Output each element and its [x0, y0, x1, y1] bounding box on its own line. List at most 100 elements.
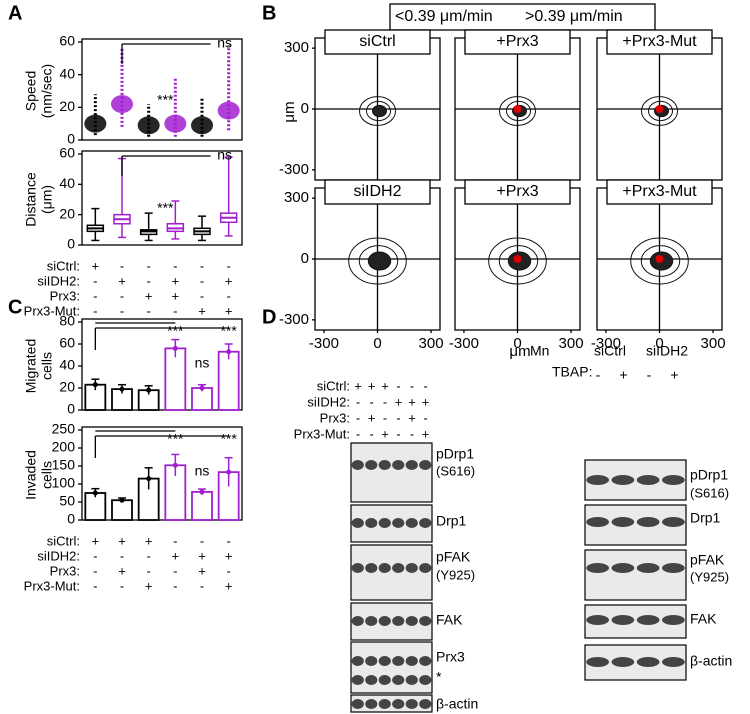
condition-sign: - [93, 273, 97, 288]
blot-band [586, 517, 609, 527]
subplot-title: siIDH2 [353, 183, 401, 200]
condition-label: siIDH2: [37, 273, 80, 288]
blot-band [419, 460, 432, 470]
plot-frame [81, 426, 243, 521]
panel-label: C [8, 296, 22, 318]
panel-label: A [8, 2, 22, 24]
blot-band [405, 518, 418, 528]
x-tick-label: -300 [449, 335, 479, 352]
legend-entry: >0.39 μm/min [525, 8, 623, 25]
condition-sign: - [369, 426, 373, 441]
condition-sign: - [596, 367, 601, 383]
condition-label: siCtrl: [47, 258, 80, 273]
condition-sign: - [173, 533, 177, 548]
condition-sign: + [198, 548, 206, 563]
condition-sign: - [410, 426, 414, 441]
subplot-title: +Prx3 [496, 33, 538, 50]
subplot-title-box [324, 29, 431, 55]
x-tick-label: 0 [513, 335, 521, 352]
data-cloud [137, 116, 160, 135]
mean-dot [199, 385, 205, 391]
subplot-title: siCtrl [359, 33, 395, 50]
track-cluster [641, 96, 678, 126]
blot-band [662, 517, 685, 527]
condition-sign: + [368, 378, 376, 393]
data-cloud [191, 116, 213, 135]
blot-band [351, 518, 364, 528]
condition-sign: + [225, 303, 233, 318]
legend-box [389, 3, 656, 31]
blot-band [405, 699, 418, 709]
blot-label: (Y925) [690, 569, 729, 584]
blot-band [351, 563, 364, 573]
y-tick-label: 0 [67, 236, 75, 252]
bar [217, 350, 240, 411]
x-tick-label: 300 [419, 335, 444, 352]
blot-strip [350, 442, 433, 503]
condition-sign: + [172, 273, 180, 288]
condition-sign: + [422, 394, 430, 409]
blot-band [392, 699, 405, 709]
condition-sign: + [118, 273, 126, 288]
blot-band [586, 475, 609, 485]
group-label: siIDH2 [646, 343, 688, 359]
blot-band [662, 475, 685, 485]
plot-frame [81, 150, 243, 246]
data-cloud [217, 101, 240, 120]
blot-band [405, 563, 418, 573]
x-tick-label: -300 [309, 335, 339, 352]
track-cluster [499, 96, 536, 126]
blot-band [378, 563, 391, 573]
condition-sign: - [396, 426, 400, 441]
condition-sign: - [173, 563, 177, 578]
blot-label: FAK [690, 611, 717, 627]
condition-label: siIDH2: [37, 548, 80, 563]
blot-band [636, 517, 660, 527]
y-tick-label: 60 [59, 145, 75, 161]
condition-label: siCtrl: [317, 378, 350, 393]
condition-sign: + [118, 533, 126, 548]
mean-dot [146, 387, 152, 393]
condition-sign: - [383, 394, 387, 409]
condition-sign: - [200, 258, 204, 273]
condition-sign: - [146, 273, 150, 288]
track-cluster [488, 237, 547, 285]
condition-sign: + [92, 258, 100, 273]
blot-band [586, 563, 609, 573]
y-axis-label: Speed [23, 71, 39, 111]
condition-sign: - [356, 394, 360, 409]
condition-sign: + [145, 288, 153, 303]
y-tick-label: 60 [59, 335, 75, 351]
condition-sign: - [226, 563, 230, 578]
condition-sign: - [146, 303, 150, 318]
blot-label: pDrp1 [690, 467, 728, 483]
mean-dot [119, 497, 125, 503]
bar [191, 491, 213, 521]
slow-tracks [513, 105, 522, 113]
condition-sign: + [670, 367, 678, 383]
blot-label: (S616) [690, 485, 729, 500]
condition-sign: - [226, 288, 230, 303]
track-cluster [630, 237, 689, 285]
blot-label: β-actin [690, 653, 732, 669]
blot-strip [350, 641, 433, 694]
track-cluster [359, 96, 396, 126]
y-tick-label: 0 [67, 131, 75, 147]
condition-label: siCtrl: [47, 533, 80, 548]
blot-strip [350, 602, 433, 641]
y-tick-label: -300 [279, 161, 309, 178]
y-tick-label: 300 [284, 39, 309, 56]
y-axis-label: μm [281, 101, 298, 122]
y-tick-label: 20 [59, 379, 75, 395]
annotation: *** [220, 323, 237, 339]
mean-dot [226, 349, 232, 355]
condition-sign: - [200, 533, 204, 548]
annotation: *** [167, 431, 184, 447]
condition-sign: + [408, 410, 416, 425]
blot-band [351, 699, 364, 709]
condition-sign: + [422, 426, 430, 441]
track-cluster [367, 251, 392, 271]
group-label: siCtrl [594, 343, 626, 359]
blot-band [378, 656, 391, 666]
y-tick-label: 0 [301, 100, 309, 117]
